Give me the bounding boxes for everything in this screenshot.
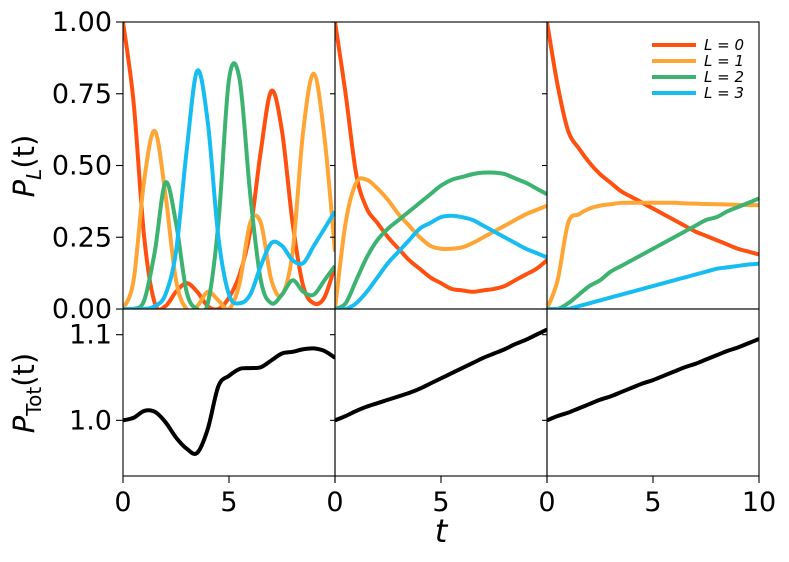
- panel-frame: [546, 308, 760, 477]
- top-ylabel: PL(t): [7, 135, 46, 198]
- legend-label: L = 2: [704, 68, 744, 86]
- x-tick-label: 0: [538, 487, 555, 518]
- series-line-l=2-r0-c1: [335, 170, 547, 309]
- y-tick-label: 0.25: [52, 222, 112, 253]
- legend-label: L = 1: [704, 52, 744, 70]
- series-group: [547, 337, 759, 423]
- legend-entry: L = 1: [652, 52, 744, 70]
- series-group: [547, 22, 759, 309]
- y-tick-label: 1.00: [52, 7, 112, 38]
- legend-entry: L = 0: [652, 36, 744, 54]
- series-line-l=3-r0-c2: [547, 261, 759, 309]
- x-tick-label: 0: [326, 487, 343, 518]
- bottom-ylabel: PTot(t): [7, 353, 46, 433]
- y-tick-label: 0.50: [52, 151, 112, 182]
- series-line-total-r1-c0: [123, 346, 335, 456]
- x-tick-label: 5: [644, 487, 661, 518]
- series-line-l=3-r0-c1: [335, 213, 547, 309]
- series-group: [335, 22, 547, 309]
- series-group: [123, 22, 335, 309]
- legend-label: L = 3: [704, 84, 744, 102]
- x-tick-label: 5: [432, 487, 449, 518]
- y-tick-label: 0.00: [52, 294, 112, 325]
- panel-frame: [122, 308, 336, 477]
- series-line-l=0-r0-c0: [123, 22, 335, 309]
- x-tick-label: 10: [742, 487, 776, 518]
- panel-r0-c0: 0.00 0.25 0.50 0.75 1.00: [52, 7, 336, 325]
- series-group: [335, 327, 547, 423]
- x-tick-label: 0: [114, 487, 131, 518]
- panel-frame: [122, 21, 336, 310]
- x-tick-label: 5: [220, 487, 237, 518]
- series-line-l=2-r0-c2: [547, 196, 759, 309]
- y-tick-label: 1.1: [69, 320, 112, 351]
- series-line-l=2-r0-c0: [123, 61, 335, 309]
- x-axis-label: t: [435, 512, 449, 550]
- panel-frame: [334, 308, 548, 477]
- y-tick-label: 1.0: [69, 405, 112, 436]
- series-line-l=1-r0-c0: [123, 71, 335, 309]
- series-line-total-r1-c2: [547, 337, 759, 423]
- legend: L = 0L = 1L = 2L = 3: [652, 36, 744, 102]
- legend-label: L = 0: [704, 36, 744, 54]
- series-line-total-r1-c1: [335, 327, 547, 423]
- panel-r1-c0: 1.0 1.1 0 5: [69, 308, 336, 518]
- series-line-l=0-r0-c2: [547, 22, 759, 257]
- y-tick-label: 0.75: [52, 79, 112, 110]
- panel-r1-c2: 0 5 10: [538, 308, 776, 518]
- series-line-l=0-r0-c1: [335, 22, 547, 294]
- series-group: [123, 346, 335, 456]
- legend-entry: L = 2: [652, 68, 744, 86]
- series-line-l=3-r0-c0: [123, 68, 335, 309]
- panel-frame: [334, 21, 548, 310]
- series-line-l=1-r0-c2: [547, 200, 759, 309]
- series-line-l=1-r0-c1: [335, 176, 547, 309]
- panel-r0-c1: [330, 21, 548, 310]
- panels-layer: 0.000.250.500.751.001.01.10 5 0 5 0 5 10: [52, 7, 776, 518]
- legend-entry: L = 3: [652, 84, 744, 102]
